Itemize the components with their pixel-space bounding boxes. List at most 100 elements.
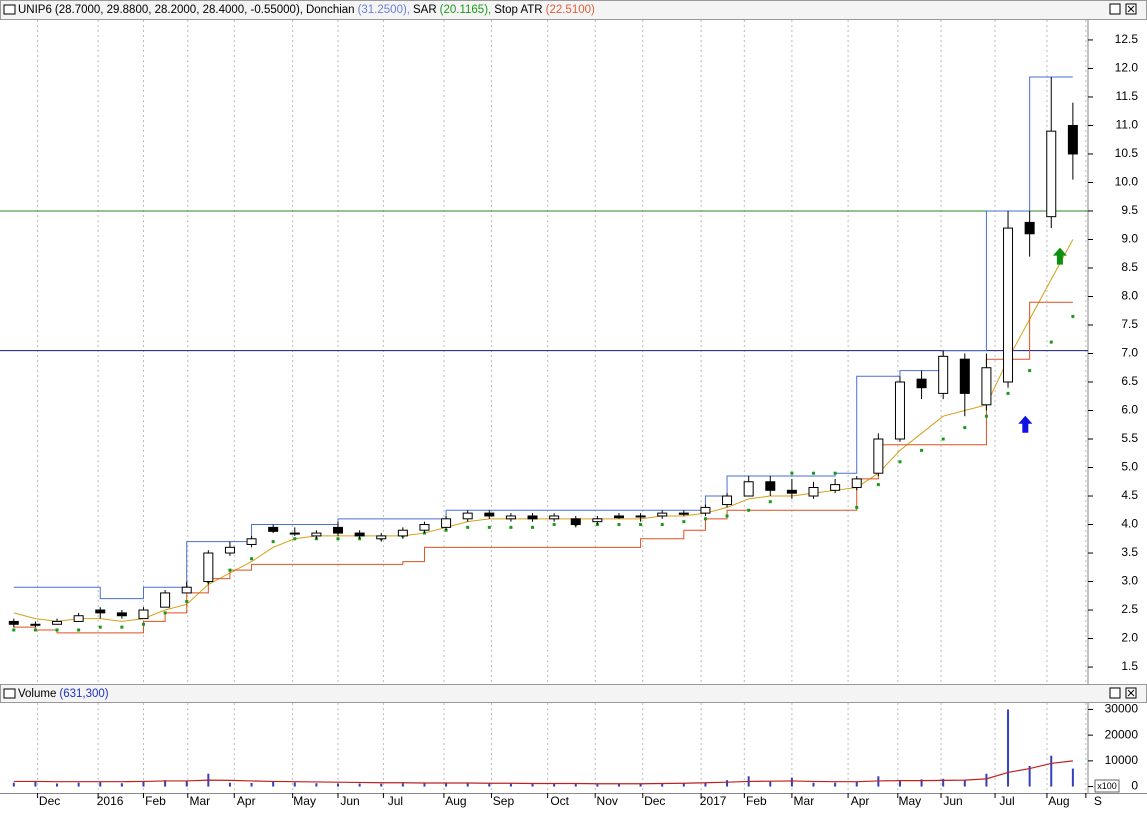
- sar-dot: [487, 525, 491, 529]
- x-tick-label: Mar: [794, 794, 815, 808]
- volume-bar: [228, 782, 231, 787]
- volume-bar: [855, 781, 858, 787]
- volume-bar: [574, 784, 577, 787]
- candle-body: [657, 512, 668, 517]
- x-tick-label: Apr: [851, 794, 870, 808]
- y-tick-label: 3.0: [1121, 574, 1138, 588]
- unit-box: [1094, 779, 1120, 793]
- x-tick-label: Nov: [597, 794, 618, 808]
- y-tick-label: 8.0: [1121, 289, 1138, 303]
- candle-body: [549, 515, 560, 520]
- maximize-button[interactable]: [1109, 3, 1121, 15]
- candle-body: [311, 532, 322, 537]
- y-tick-label: 20000: [1105, 727, 1139, 741]
- volume-value: (631,300): [59, 688, 108, 700]
- candle-body: [678, 512, 689, 515]
- y-tick-label: 0: [1131, 779, 1138, 793]
- y-tick-label: 6.5: [1121, 374, 1138, 388]
- candle-body: [527, 515, 538, 520]
- volume-bar: [380, 783, 383, 787]
- volume-bar: [920, 779, 923, 787]
- candle-body: [786, 489, 797, 494]
- candle-body: [981, 367, 992, 406]
- volume-bar: [250, 782, 253, 787]
- sar-dot: [682, 520, 686, 524]
- candle-body: [1024, 221, 1035, 235]
- y-tick-label: 10000: [1105, 753, 1139, 767]
- candle-body: [462, 512, 473, 520]
- sar-dot: [725, 514, 729, 518]
- candle-body: [30, 623, 41, 626]
- y-tick-label: 3.5: [1121, 545, 1138, 559]
- y-tick-label: 8.5: [1121, 260, 1138, 274]
- close-icon: [1127, 689, 1135, 697]
- y-tick-label: 7.5: [1121, 317, 1138, 331]
- volume-bar: [272, 781, 275, 787]
- indicator-value: (20.1165),: [440, 4, 492, 16]
- candle-body: [160, 592, 171, 608]
- candle-body: [181, 586, 192, 594]
- x-tick-label: 2017: [700, 794, 727, 808]
- volume-bar: [790, 777, 793, 787]
- volume-bar: [985, 773, 988, 787]
- sar-dot: [660, 523, 664, 527]
- x-tick-label: Aug: [445, 794, 466, 808]
- candle-body: [268, 526, 279, 532]
- candle-body: [95, 609, 106, 614]
- sar-dot: [768, 500, 772, 504]
- volume-bar: [942, 778, 945, 787]
- volume-bar: [531, 784, 534, 787]
- sar-dot: [747, 508, 751, 512]
- x-tick-label: Sep: [493, 794, 515, 808]
- x-tick-label: Mar: [189, 794, 210, 808]
- sar-dot: [920, 448, 924, 452]
- x-tick-label: May: [898, 794, 921, 808]
- x-tick-label: Dec: [39, 794, 60, 808]
- close-icon: [1127, 5, 1135, 13]
- volume-bar: [142, 781, 145, 787]
- sar-dot: [228, 568, 232, 572]
- y-tick-label: 12.0: [1115, 61, 1139, 75]
- x-tick-label: S: [1094, 794, 1102, 808]
- candle-body: [613, 515, 624, 519]
- volume-bar: [769, 781, 772, 787]
- sar-dot: [250, 557, 254, 561]
- sar-dot: [98, 625, 102, 629]
- indicator-name: Stop ATR: [494, 4, 542, 16]
- maximize-button[interactable]: [1109, 687, 1121, 699]
- y-tick-label: 4.0: [1121, 517, 1138, 531]
- sar-dot: [33, 628, 37, 632]
- symbol: UNIP6: [18, 4, 52, 16]
- candle-body: [441, 518, 452, 528]
- candle-body: [592, 518, 603, 523]
- candle-body: [419, 524, 430, 531]
- y-tick-label: 11.5: [1116, 89, 1139, 103]
- volume-bar: [293, 782, 296, 787]
- volume-bar: [509, 783, 512, 787]
- y-tick-label: 12.5: [1115, 32, 1139, 46]
- candle-body: [397, 529, 408, 537]
- sar-dot: [12, 628, 16, 632]
- volume-bar: [1028, 766, 1031, 787]
- indicator-value: (22.5100): [546, 4, 595, 16]
- pane-icon: [3, 688, 16, 699]
- y-tick-label: 2.0: [1121, 631, 1138, 645]
- volume-bar: [639, 784, 642, 787]
- x-tick-label: May: [293, 794, 316, 808]
- sar-dot: [466, 525, 470, 529]
- y-tick-label: 7.0: [1121, 346, 1138, 360]
- sar-dot: [941, 437, 945, 441]
- candle-body: [830, 484, 841, 491]
- sar-dot: [163, 611, 167, 615]
- volume-bar: [12, 782, 15, 787]
- volume-bar: [77, 782, 80, 787]
- volume-bar: [812, 782, 815, 787]
- volume-title-bar: [0, 684, 1147, 703]
- volume-bar: [488, 783, 491, 787]
- x-tick-label: Aug: [1048, 794, 1069, 808]
- signal-arrow: [1052, 247, 1067, 265]
- x-tick-label: Feb: [746, 794, 767, 808]
- candle-body: [938, 355, 949, 394]
- sar-dot: [531, 525, 535, 529]
- volume-bar: [315, 783, 318, 787]
